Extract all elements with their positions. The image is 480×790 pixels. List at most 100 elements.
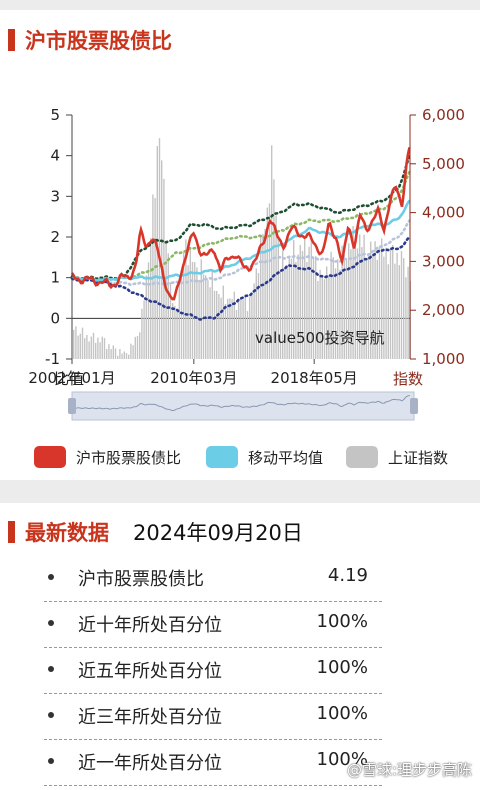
index-bar: [394, 263, 396, 359]
index-bar: [345, 259, 348, 359]
stat-value: 100%: [316, 703, 368, 724]
index-bar: [387, 264, 389, 359]
index-bar: [216, 290, 218, 359]
index-bar: [275, 215, 277, 359]
ratio-chart[interactable]: 5 4 3 2 1 0 -1 6,000 5,000 4,000 3,000 2,000 1,000 20…: [0, 10, 480, 480]
index-bar: [330, 251, 332, 359]
index-bar: [180, 273, 183, 359]
index-bar: [299, 244, 301, 359]
index-bar: [260, 237, 262, 359]
index-bar: [92, 332, 95, 359]
index-bar: [108, 344, 110, 359]
index-bar: [304, 238, 306, 359]
index-bar: [77, 335, 79, 359]
index-bar: [103, 338, 106, 359]
index-bar: [86, 335, 88, 359]
index-bar: [213, 290, 216, 359]
index-bar: [293, 240, 295, 359]
index-bar: [370, 241, 372, 359]
index-bar: [136, 336, 139, 359]
legend-item-index[interactable]: 上证指数: [346, 446, 448, 468]
index-bar: [233, 291, 235, 359]
chart-legend: 沪市股票股债比 移动平均值 上证指数: [34, 446, 448, 468]
slider-track[interactable]: [71, 391, 415, 421]
index-bar: [145, 275, 147, 359]
left-axis-name: 比值: [54, 370, 84, 388]
stat-label: 近五年所处百分位: [78, 661, 222, 682]
index-bar: [141, 308, 143, 359]
index-bar: [169, 282, 172, 359]
stat-label: 近十年所处百分位: [78, 615, 222, 636]
index-bar: [396, 252, 398, 359]
index-bar: [196, 267, 198, 359]
index-bar: [246, 311, 249, 359]
chart-card: 沪市股票股债比 5 4 3 2 1 0 -1 6,000 5,000 4,000 3,000 2,00…: [0, 10, 480, 480]
slider-right-handle[interactable]: [410, 398, 418, 414]
title-accent-bar: [8, 521, 15, 543]
index-bar: [224, 304, 227, 359]
x-tick-label: 2010年03月: [150, 369, 237, 387]
index-bar: [244, 295, 246, 359]
right-axis-name: 指数: [393, 370, 423, 388]
index-bar: [73, 329, 75, 359]
stat-row-10y: 近十年所处百分位 100%: [44, 601, 382, 648]
index-bar: [119, 349, 121, 359]
index-bar: [264, 229, 266, 359]
index-bar: [363, 234, 365, 359]
index-bar: [321, 275, 323, 359]
index-bar: [242, 299, 244, 359]
index-bar: [323, 279, 326, 359]
index-bar: [176, 309, 178, 359]
x-tick-label: 2002年01月: [28, 369, 115, 387]
bullet-icon: [48, 620, 54, 626]
ratio-line: [70, 147, 411, 301]
index-bar: [84, 338, 86, 359]
index-bar: [106, 349, 108, 359]
right-tick-label: 1,000: [422, 350, 465, 368]
index-bar: [218, 294, 220, 359]
index-bar: [189, 248, 191, 359]
slider-left-handle[interactable]: [68, 398, 76, 414]
index-bar: [356, 248, 359, 359]
index-bar: [172, 303, 174, 359]
index-bar: [231, 299, 233, 359]
index-bar: [398, 265, 400, 359]
index-bar: [79, 333, 81, 359]
legend-item-moving-average[interactable]: 移动平均值: [206, 446, 323, 468]
index-bar: [121, 353, 123, 359]
svg-text:上证指数: 上证指数: [388, 449, 448, 467]
index-bar: [191, 261, 194, 359]
index-bar: [376, 259, 378, 359]
index-bar: [343, 254, 345, 359]
legend-item-ratio[interactable]: 沪市股票股债比: [34, 446, 181, 468]
index-bar: [385, 247, 387, 359]
chart-section-title: 沪市股票股债比: [8, 25, 172, 55]
index-bar: [143, 300, 145, 359]
index-bar: [286, 265, 288, 359]
band-navy-line: [70, 235, 411, 321]
index-bar: [114, 348, 117, 359]
range-slider[interactable]: [68, 391, 418, 421]
index-bar: [312, 257, 315, 359]
index-bar: [167, 253, 169, 359]
bullet-icon: [48, 666, 54, 672]
stat-row-5y: 近五年所处百分位 100%: [44, 647, 382, 694]
index-bar: [383, 256, 385, 359]
index-bar: [279, 270, 282, 359]
right-tick-label: 6,000: [422, 106, 465, 124]
index-bar: [251, 292, 253, 359]
index-bar: [374, 241, 376, 359]
index-bar: [240, 298, 242, 359]
index-bar: [90, 336, 92, 359]
index-bar: [95, 342, 97, 359]
left-tick-label: 2: [50, 228, 60, 246]
x-tick-label: 2018年05月: [271, 369, 358, 387]
index-bar: [407, 266, 409, 359]
left-tick-label: 3: [50, 187, 60, 205]
index-bar: [257, 273, 260, 359]
index-bar: [183, 252, 185, 359]
index-bar: [319, 269, 321, 359]
index-bar: [187, 265, 189, 359]
index-bar: [295, 261, 297, 359]
latest-section-title: 最新数据 2024年09月20日: [8, 517, 303, 547]
